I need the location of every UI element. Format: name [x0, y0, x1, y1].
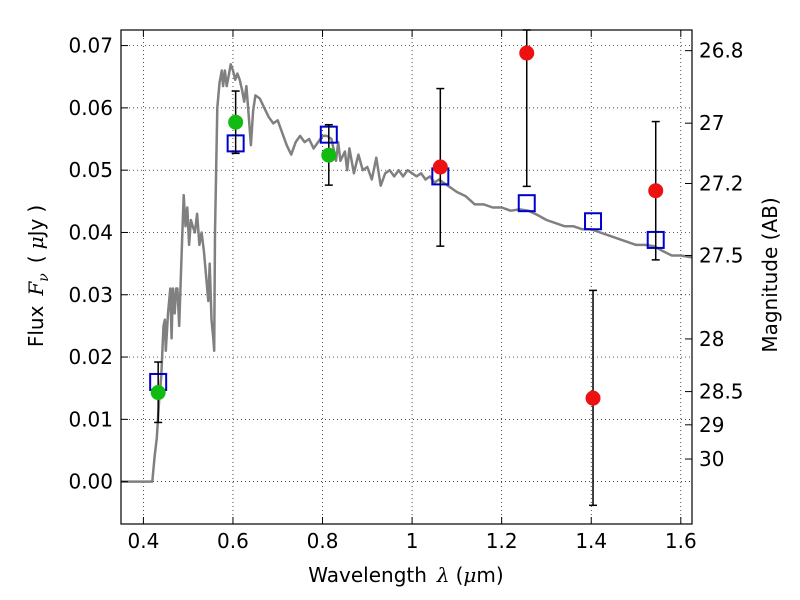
- magnitude-tick-label: 27.2: [699, 171, 744, 195]
- x-tick-label: 0.6: [217, 529, 249, 553]
- x-axis-label: Wavelength λ (μm): [308, 563, 503, 587]
- magnitude-tick-label: 28.5: [699, 380, 744, 404]
- model-flux-square: [584, 212, 603, 231]
- observed-flux-point: [432, 159, 448, 175]
- x-tick-label: 0.8: [307, 529, 339, 553]
- y-tick-label: 0.05: [68, 158, 113, 182]
- x-tick-label: 1.4: [575, 529, 607, 553]
- observed-flux-point: [648, 183, 664, 199]
- x-tick-label: 1.6: [665, 529, 697, 553]
- photometry-marker-layer: [149, 29, 665, 507]
- magnitude-tick-label: 30: [699, 447, 724, 471]
- y-tick-label: 0.04: [68, 220, 113, 244]
- magnitude-tick-label: 29: [699, 413, 724, 437]
- x-tick-label: 1: [406, 529, 419, 553]
- magnitude-tick-label: 26.8: [699, 39, 744, 63]
- observed-flux-point: [519, 45, 535, 61]
- observed-flux-point: [585, 390, 601, 406]
- y-tick-label: 0.06: [68, 96, 113, 120]
- model-flux-square: [517, 194, 536, 213]
- y-tick-label: 0.00: [68, 470, 113, 494]
- x-tick-label: 0.4: [127, 529, 159, 553]
- magnitude-axis-label: Magnitude (AB): [758, 197, 782, 352]
- plot-frame: [120, 29, 693, 525]
- magnitude-tick-label: 27: [699, 111, 724, 135]
- y-tick-label: 0.03: [68, 283, 113, 307]
- plot-border: [120, 29, 693, 525]
- y-axis-label: FluxFν(μJy): [24, 205, 52, 347]
- observed-flux-point: [150, 385, 166, 401]
- observed-flux-point: [321, 147, 337, 163]
- observed-flux-point: [228, 114, 244, 130]
- y-tick-label: 0.01: [68, 407, 113, 431]
- magnitude-tick-label: 27.5: [699, 243, 744, 267]
- sed-model-curve-layer: [121, 63, 693, 483]
- magnitude-tick-label: 28: [699, 327, 724, 351]
- y-tick-label: 0.02: [68, 345, 113, 369]
- model-sed-curve: [121, 63, 693, 483]
- y-tick-label: 0.07: [68, 34, 113, 58]
- x-tick-label: 1.2: [486, 529, 518, 553]
- axis-ticks: 0.4 0.6 0.8 1 1.2 1.4 1.6 0.00 0.01 0.02 0.03 0.04 0…: [68, 30, 744, 553]
